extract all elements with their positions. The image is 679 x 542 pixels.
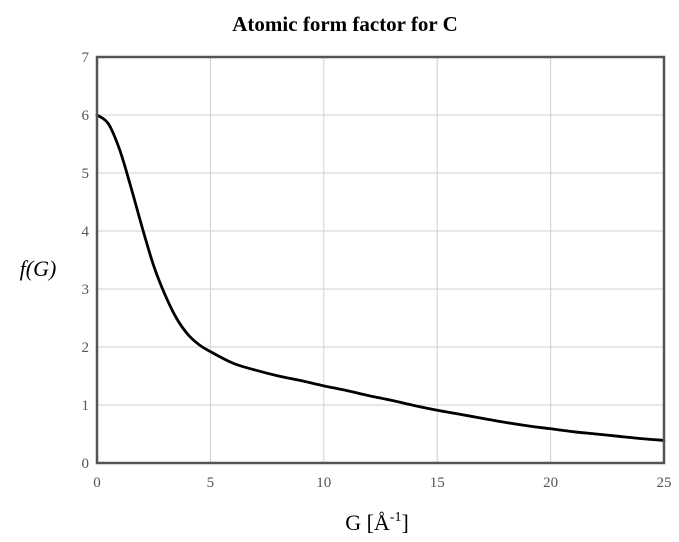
x-tick-label: 10 bbox=[316, 475, 331, 491]
y-tick-label: 7 bbox=[82, 50, 90, 66]
y-tick-label: 3 bbox=[82, 282, 90, 298]
x-axis-label-exponent: -1 bbox=[390, 510, 402, 525]
plot-frame bbox=[95, 55, 666, 465]
x-axis-label: G [Å-1] bbox=[345, 510, 409, 535]
grid bbox=[96, 56, 665, 464]
y-tick-label: 4 bbox=[82, 224, 90, 240]
x-tick-label: 20 bbox=[543, 475, 558, 491]
chart-title: Atomic form factor for C bbox=[232, 12, 457, 36]
x-axis-label-close: ] bbox=[401, 510, 408, 535]
x-tick-label: 0 bbox=[93, 475, 101, 491]
series-line bbox=[95, 113, 666, 442]
y-tick-label: 2 bbox=[82, 340, 90, 356]
x-tick-label: 15 bbox=[430, 475, 445, 491]
y-tick-label: 6 bbox=[82, 108, 90, 124]
x-axis-label-base: G [Å bbox=[345, 510, 390, 535]
x-tick-label: 25 bbox=[657, 475, 672, 491]
x-tick-label: 5 bbox=[207, 475, 215, 491]
y-tick-label: 1 bbox=[82, 398, 90, 414]
x-tick-labels: 0 5 10 15 20 25 bbox=[93, 475, 671, 491]
y-tick-label: 5 bbox=[82, 166, 90, 182]
y-tick-label: 0 bbox=[82, 456, 90, 472]
y-axis-label: f(G) bbox=[20, 256, 57, 281]
y-tick-labels: 0 1 2 3 4 5 6 7 bbox=[82, 50, 90, 472]
